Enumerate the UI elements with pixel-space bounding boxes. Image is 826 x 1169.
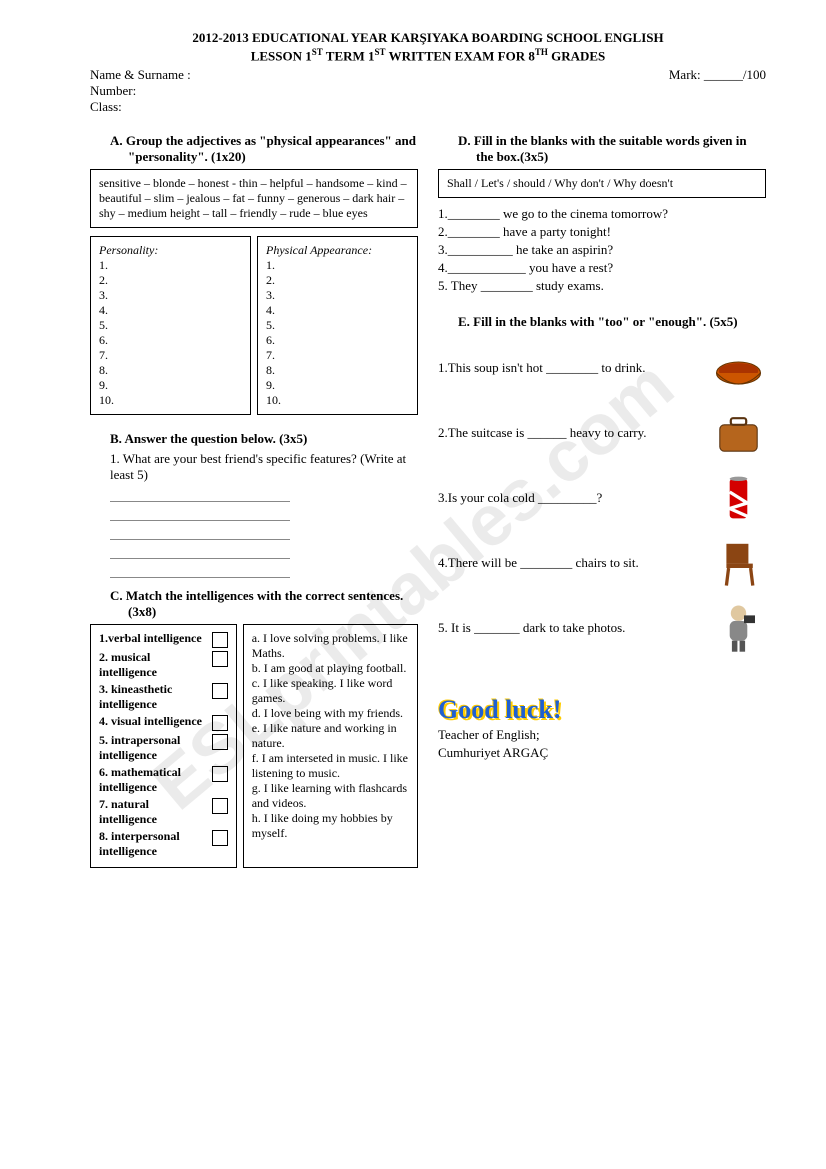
fill-e-item: 1.This soup isn't hot ________ to drink. <box>438 360 703 376</box>
list-item: 9. <box>266 378 409 393</box>
personality-box: Personality: 1. 2. 3. 4. 5. 6. 7. 8. 9. … <box>90 236 251 415</box>
number-label: Number: <box>90 83 191 99</box>
personality-title: Personality: <box>99 243 242 258</box>
match-left-item: 5. intrapersonal intelligence <box>99 733 180 762</box>
list-item: 6. <box>99 333 242 348</box>
checkbox[interactable] <box>212 651 228 667</box>
match-left-item: 7. natural intelligence <box>99 797 157 826</box>
header-title: 2012-2013 EDUCATIONAL YEAR KARŞIYAKA BOA… <box>90 30 766 65</box>
match-left-item: 3. kineasthetic intelligence <box>99 682 172 711</box>
section-d-wordbox: Shall / Let's / should / Why don't / Why… <box>438 169 766 198</box>
checkbox[interactable] <box>212 798 228 814</box>
fill-e-item: 4.There will be ________ chairs to sit. <box>438 555 703 571</box>
class-label: Class: <box>90 99 191 115</box>
fill-e-item: 3.Is your cola cold _________? <box>438 490 703 506</box>
fill-blank-item: 4.____________ you have a rest? <box>438 260 766 276</box>
list-item: 5. <box>266 318 409 333</box>
answer-lines <box>110 487 418 578</box>
match-left-item: 2. musical intelligence <box>99 650 157 679</box>
match-right-item: c. I like speaking. I like word games. <box>252 676 409 706</box>
fill-blank-item: 2.________ have a party tonight! <box>438 224 766 240</box>
list-item: 1. <box>99 258 242 273</box>
list-item: 5. <box>99 318 242 333</box>
goodluck-text: Good luck! <box>438 695 766 725</box>
header-line2: LESSON 1ST TERM 1ST WRITTEN EXAM FOR 8TH… <box>90 47 766 65</box>
personality-list: 1. 2. 3. 4. 5. 6. 7. 8. 9. 10. <box>99 258 242 408</box>
header-l2a: LESSON 1 <box>251 48 312 63</box>
list-item: 10. <box>266 393 409 408</box>
checkbox[interactable] <box>212 632 228 648</box>
person-camera-icon <box>711 600 766 655</box>
checkbox[interactable] <box>212 766 228 782</box>
match-left-item: 6. mathematical intelligence <box>99 765 181 794</box>
list-item: 1. <box>266 258 409 273</box>
header-l2d: GRADES <box>548 48 605 63</box>
section-d-title: D. Fill in the blanks with the suitable … <box>458 133 766 165</box>
list-item: 4. <box>266 303 409 318</box>
soup-icon <box>711 340 766 395</box>
header-sup2: ST <box>375 47 386 57</box>
match-right-box: a. I love solving problems. I like Maths… <box>243 624 418 868</box>
mark-label: Mark: ______/100 <box>669 67 766 83</box>
fill-blank-item: 5. They ________ study exams. <box>438 278 766 294</box>
section-a-title: A. Group the adjectives as "physical app… <box>110 133 418 165</box>
match-right-item: b. I am good at playing football. <box>252 661 409 676</box>
list-item: 6. <box>266 333 409 348</box>
appearance-list: 1. 2. 3. 4. 5. 6. 7. 8. 9. 10. <box>266 258 409 408</box>
name-label: Name & Surname : <box>90 67 191 83</box>
list-item: 4. <box>99 303 242 318</box>
list-item: 7. <box>266 348 409 363</box>
list-item: 3. <box>266 288 409 303</box>
header-l2b: TERM 1 <box>323 48 375 63</box>
match-right-item: d. I love being with my friends. <box>252 706 409 721</box>
match-right-item: g. I like learning with flashcards and v… <box>252 781 409 811</box>
adjective-word-box: sensitive – blonde – honest - thin – hel… <box>90 169 418 228</box>
match-right-item: a. I love solving problems. I like Maths… <box>252 631 409 661</box>
checkbox[interactable] <box>212 715 228 731</box>
match-left-item: 1.verbal intelligence <box>99 631 202 645</box>
fill-blank-item: 1.________ we go to the cinema tomorrow? <box>438 206 766 222</box>
checkbox[interactable] <box>212 683 228 699</box>
section-d-items: 1.________ we go to the cinema tomorrow?… <box>438 206 766 294</box>
list-item: 8. <box>99 363 242 378</box>
checkbox[interactable] <box>212 830 228 846</box>
list-item: 9. <box>99 378 242 393</box>
match-left-item: 8. interpersonal intelligence <box>99 829 180 858</box>
checkbox[interactable] <box>212 734 228 750</box>
fill-e-item: 2.The suitcase is ______ heavy to carry. <box>438 425 703 441</box>
list-item: 7. <box>99 348 242 363</box>
match-right-item: h. I like doing my hobbies by myself. <box>252 811 409 841</box>
appearance-box: Physical Appearance: 1. 2. 3. 4. 5. 6. 7… <box>257 236 418 415</box>
suitcase-icon <box>711 405 766 460</box>
list-item: 10. <box>99 393 242 408</box>
match-left-box: 1.verbal intelligence 2. musical intelli… <box>90 624 237 868</box>
appearance-title: Physical Appearance: <box>266 243 409 258</box>
list-item: 2. <box>266 273 409 288</box>
teacher-line2: Cumhuriyet ARGAÇ <box>438 745 766 761</box>
section-b-title: B. Answer the question below. (3x5) <box>110 431 418 447</box>
list-item: 2. <box>99 273 242 288</box>
header-l2c: WRITTEN EXAM FOR 8 <box>386 48 535 63</box>
section-e-title: E. Fill in the blanks with "too" or "eno… <box>458 314 766 330</box>
chair-icon <box>711 535 766 590</box>
fill-e-item: 5. It is _______ dark to take photos. <box>438 620 703 636</box>
cola-icon <box>711 470 766 525</box>
section-b-q1: 1. What are your best friend's specific … <box>110 451 418 483</box>
list-item: 8. <box>266 363 409 378</box>
match-left-item: 4. visual intelligence <box>99 714 202 728</box>
list-item: 3. <box>99 288 242 303</box>
header-line1: 2012-2013 EDUCATIONAL YEAR KARŞIYAKA BOA… <box>90 30 766 47</box>
header-sup3: TH <box>535 47 548 57</box>
match-right-item: e. I like nature and working in nature. <box>252 721 409 751</box>
teacher-line1: Teacher of English; <box>438 727 766 743</box>
section-c-title: C. Match the intelligences with the corr… <box>110 588 418 620</box>
header-sup1: ST <box>312 47 323 57</box>
match-right-item: f. I am interseted in music. I like list… <box>252 751 409 781</box>
fill-blank-item: 3.__________ he take an aspirin? <box>438 242 766 258</box>
